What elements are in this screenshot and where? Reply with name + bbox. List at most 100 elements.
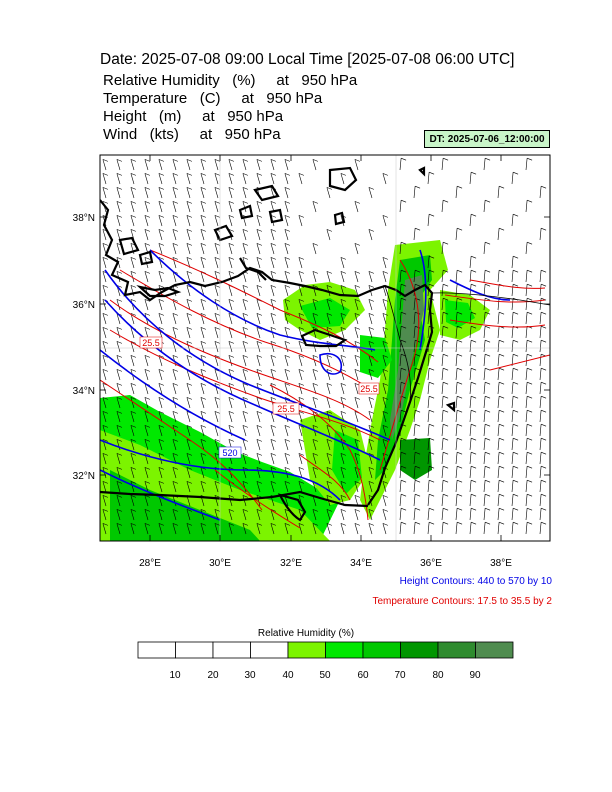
wind-barb [242,439,247,451]
height-contours [100,249,511,521]
wind-barb [256,439,261,451]
wind-barb [455,522,458,535]
wind-barb-flag [298,523,305,526]
wind-barb [427,172,430,185]
wind-barb-flag [228,369,235,372]
wind-barb [186,201,191,213]
wind-barb [102,159,107,171]
wind-barb-flag [498,423,505,427]
wind-barb-flag [158,453,165,456]
colorbar-swatch [362,641,401,659]
wind-barb-flag [428,283,435,287]
wind-barb-flag [498,507,505,511]
wind-barb-flag [214,201,221,204]
wind-barb-flag [130,369,137,372]
colorbar-swatch [475,641,514,659]
wind-barb [102,173,107,185]
wind-barb [469,452,472,465]
wind-barb-flag [200,299,207,302]
wind-barb-flag [498,311,505,315]
wind-barb-flag [484,339,491,343]
wind-barb-flag [326,369,333,372]
wind-barb-flag [498,437,505,441]
wind-barb [441,158,444,171]
wind-barb-flag [186,257,193,260]
wind-barb-flag [284,243,291,246]
wind-barb [228,327,233,339]
wind-barb [483,438,486,451]
wind-barb-flag [270,159,277,162]
wind-barb [382,425,387,437]
wind-barb-flag [456,451,463,455]
colorbar-tick-label: 50 [319,670,331,681]
wind-barb-flag [256,257,263,260]
wind-barb [511,256,514,269]
wind-barb-flag [256,439,263,442]
wind-barb-flag [414,507,421,511]
wind-barb-flag [270,243,277,246]
wind-barb-flag [186,481,193,484]
wind-barb-flag [284,327,291,330]
wind-barb-flag [354,271,361,274]
wind-barb-flag [526,507,533,511]
wind-barb [312,243,317,255]
wind-barb-flag [130,173,137,176]
wind-barb-flag [354,397,361,400]
wind-barb [200,257,205,269]
wind-barb-flag [540,297,547,301]
wind-barb-flag [326,453,333,456]
wind-barb-flag [512,269,519,273]
wind-barb-flag [400,283,407,287]
wind-barb-flag [130,481,137,484]
wind-barb [158,243,163,255]
wind-barb-flag [158,215,165,218]
wind-barb-flag [228,215,235,218]
wind-barb [312,327,317,339]
wind-barb-flag [442,297,449,301]
wind-barb-flag [442,409,449,413]
wind-barb-flag [470,171,477,175]
wind-barb [483,312,486,325]
wind-barb [186,411,191,423]
wind-barb [298,481,303,493]
wind-barb [427,522,430,535]
wind-barb [441,298,444,311]
wind-barb [368,341,373,353]
wind-barb [242,327,247,339]
wind-barb-flag [442,493,449,497]
wind-barb [399,382,402,395]
wind-barb [368,187,373,199]
wind-barb-flag [298,411,305,414]
wind-barb-flag [540,283,547,287]
wind-barb [382,355,387,367]
wind-barb-flag [144,397,151,400]
wind-barb-flag [368,341,375,344]
wind-barb-flag [326,481,333,484]
wind-barb-flag [102,173,109,176]
wind-barb-flag [354,285,361,288]
wind-barb [298,341,303,353]
wind-barb [382,411,387,423]
wind-barb-flag [158,509,165,512]
wind-barb-flag [498,493,505,497]
wind-barb-flag [284,299,291,302]
wind-barb-flag [400,493,407,497]
wind-barb [354,439,359,451]
wind-barb-flag [298,397,305,400]
wind-barb-flag [158,229,165,232]
wind-barb-flag [270,369,277,372]
wind-barb-flag [442,157,449,161]
wind-barb [455,480,458,493]
wind-barb [413,508,416,521]
lon-label: 28°E [139,558,161,569]
wind-barb [413,312,416,325]
wind-barb [284,383,289,395]
wind-barb [399,508,402,521]
wind-barb [511,508,514,521]
wind-barb [340,383,345,395]
wind-barb-flag [298,355,305,358]
wind-barb-flag [312,201,319,204]
wind-barb-flag [326,383,333,386]
wind-barb [511,466,514,479]
wind-barb [326,313,331,325]
